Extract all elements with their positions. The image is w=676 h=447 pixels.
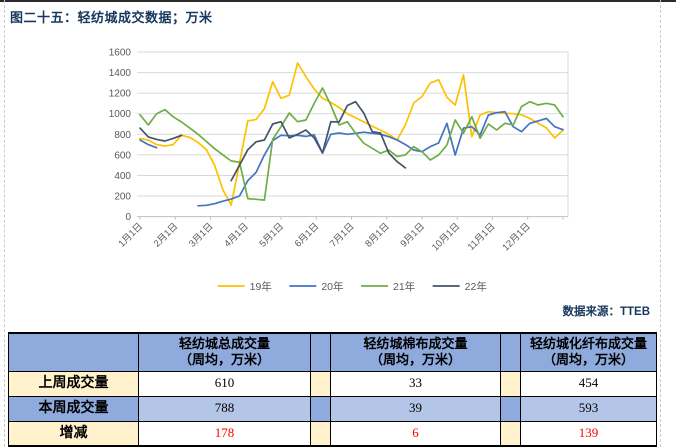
value-cell: 788 [138,395,311,422]
value-cell: 33 [330,370,501,397]
series-line-3 [139,127,183,142]
y-axis-tick-label: 0 [125,212,131,223]
value-cell: 139 [520,420,657,447]
value-cell: 610 [138,370,311,397]
x-axis-tick-label: 11月1日 [466,221,498,253]
data-source-note: 数据来源：TTEB [562,306,650,318]
table-spacer-cell [310,370,331,397]
legend-item-1: 20年 [289,280,344,293]
x-axis-tick-label: 10月1日 [430,221,462,253]
y-axis-tick-label: 200 [114,192,131,203]
row-label-cell: 本周成交量 [8,395,139,422]
table-spacer-cell [310,332,331,372]
value-cell: 593 [520,395,657,422]
page-top-rule [0,0,676,2]
legend-item-2: 21年 [361,280,415,293]
table-spacer-cell [500,370,521,397]
table-row: 增减 178 6 139 [8,420,657,447]
x-axis-tick-label: 1月1日 [116,221,145,250]
x-axis-tick-label: 4月1日 [222,221,251,250]
legend-label: 19年 [250,280,272,293]
chart-canvas: 0 200 400 600 800 1000 1200 1400 1600 1月1日 2月1日 3月1… [109,48,569,293]
table-spacer-cell [500,420,521,447]
series-line-0 [139,62,564,206]
value-cell: 39 [330,395,501,422]
figure-title: 图二十五：轻纺城成交数据；万米 [10,10,213,25]
legend-label: 21年 [393,280,415,293]
x-axis-tick-label: 8月1日 [363,221,392,250]
page-border-left [4,0,5,447]
table-row: 本周成交量 788 39 593 [8,395,657,422]
x-axis-tick-label: 2月1日 [152,221,181,250]
legend-item-0: 19年 [217,280,272,293]
table-spacer-cell [310,420,331,447]
x-axis-tick-label: 9月1日 [398,221,427,250]
x-axis-tick-label: 6月1日 [293,221,322,250]
table-spacer-cell [310,395,331,422]
y-axis-tick-label: 1600 [109,48,132,59]
x-axis-tick-label: 7月1日 [328,221,357,250]
y-axis-tick-label: 1400 [109,68,132,79]
table-spacer-cell [500,332,521,372]
row-label-cell: 上周成交量 [8,370,139,397]
series-line-1 [139,139,158,149]
legend-label: 22年 [465,280,487,293]
row-label-cell: 增减 [8,420,139,447]
page-border-right [660,0,661,447]
table-header-row: 轻纺城总成交量 （周均，万米） 轻纺城棉布成交量 （周均，万米） 轻纺城化纤布成交量… [8,332,657,372]
y-axis-tick-label: 400 [114,171,131,182]
series-line-2 [139,87,564,201]
table-spacer-cell [500,395,521,422]
y-axis-tick-label: 800 [114,130,131,141]
x-axis-tick-label: 12月1日 [500,221,532,253]
value-cell: 454 [520,370,657,397]
table-row: 上周成交量 610 33 454 [8,370,657,397]
table-col-header: 轻纺城棉布成交量 （周均，万米） [330,332,501,372]
value-cell: 178 [138,420,311,447]
series-line-3 [230,100,407,182]
table-col-header: 轻纺城化纤布成交量 （周均，万米） [520,332,657,372]
transaction-line-chart: 0 200 400 600 800 1000 1200 1400 1600 1月1日 2月1日 3月1… [0,38,676,300]
legend-label: 20年 [321,280,343,293]
x-axis-tick-label: 5月1日 [257,221,286,250]
y-axis-tick-label: 600 [114,150,131,161]
y-axis-tick-label: 1000 [109,109,132,120]
x-axis-tick-label: 3月1日 [187,221,216,250]
table-corner-cell [8,332,139,372]
value-cell: 6 [330,420,501,447]
series-line-1 [197,110,564,207]
legend-item-3: 22年 [432,280,487,293]
weekly-volume-table: 轻纺城总成交量 （周均，万米） 轻纺城棉布成交量 （周均，万米） 轻纺城化纤布成交量… [8,332,657,447]
table-col-header: 轻纺城总成交量 （周均，万米） [138,332,311,372]
y-axis-tick-label: 1200 [109,89,132,100]
